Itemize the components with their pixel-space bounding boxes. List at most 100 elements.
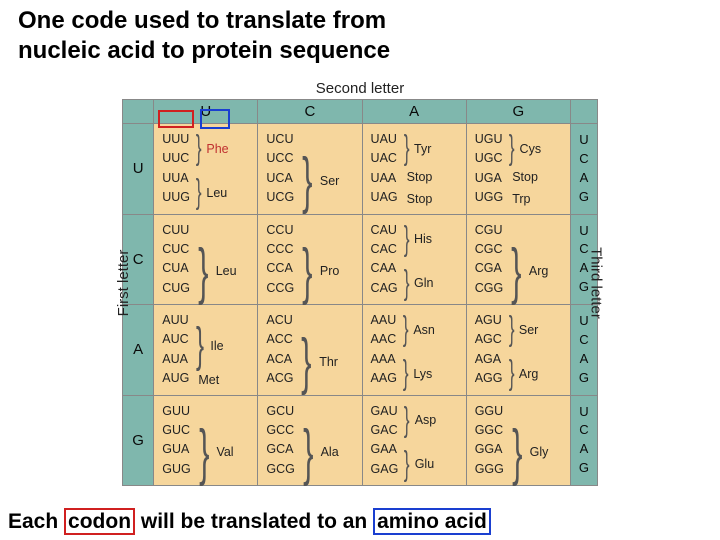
- bracket-icon: }: [403, 318, 409, 342]
- third-letter: A: [571, 440, 597, 459]
- amino-acid-name: Met: [198, 373, 219, 387]
- codon: UUU: [162, 130, 190, 149]
- third-letter: C: [571, 421, 597, 440]
- codon-list: GCUGCCGCAGCG: [258, 396, 297, 486]
- amino-acid-label: Stop: [407, 170, 433, 184]
- amino-acid-label: }Pro: [297, 250, 339, 293]
- codon-list: AAUAACAAAAAG: [363, 305, 400, 395]
- bracket-icon: }: [509, 137, 515, 161]
- codon: UCU: [266, 130, 294, 149]
- col-header: A: [362, 100, 466, 124]
- amino-acid-name: Gly: [530, 445, 549, 459]
- codon-cell: UCUUCCUCAUCG}Ser: [258, 124, 362, 215]
- amino-acid-column: }Asp}Glu: [401, 396, 465, 486]
- amino-acid-column: } Asn }Lys: [400, 305, 466, 395]
- codon: CGG: [475, 279, 503, 298]
- amino-acid-label: }Phe: [193, 137, 229, 161]
- codon: UGU: [475, 130, 503, 149]
- codon: ACA: [266, 350, 293, 369]
- codon-list: ACUACCACAACG: [258, 305, 296, 395]
- codon: AGC: [475, 330, 503, 349]
- codon-list: CUUCUCCUACUG: [154, 215, 193, 305]
- codon: UGA: [475, 169, 503, 188]
- codon: AAG: [371, 369, 397, 388]
- third-letter-cell: UCAG: [570, 124, 597, 215]
- amino-acid-name: Leu: [216, 264, 237, 278]
- codon: GAC: [371, 421, 399, 440]
- third-letter: G: [571, 369, 597, 388]
- codon: CAA: [371, 259, 398, 278]
- codon: UAG: [371, 188, 398, 207]
- third-letter: G: [571, 459, 597, 478]
- codon: GCG: [266, 460, 294, 479]
- codon: GGC: [475, 421, 504, 440]
- third-letter: C: [571, 331, 597, 350]
- amino-acid-name: Asn: [413, 323, 435, 337]
- codon-cell: GAUGACGAAGAG}Asp}Glu: [362, 395, 466, 486]
- amino-acid-column: }Arg: [506, 215, 570, 305]
- codon: UUG: [162, 188, 190, 207]
- codon-list: CGUCGCCGACGG: [467, 215, 506, 305]
- bracket-icon: }: [403, 137, 409, 161]
- axis-label-left: First letter: [115, 250, 132, 317]
- amino-acid-label: }Arg: [506, 250, 548, 293]
- third-letter: A: [571, 350, 597, 369]
- axis-label-right: Third letter: [588, 247, 605, 319]
- bracket-icon: }: [404, 453, 410, 477]
- row-header: G: [123, 395, 154, 486]
- codon: CCC: [266, 240, 294, 259]
- bracket-icon: }: [511, 250, 521, 293]
- codon: UAU: [371, 130, 398, 149]
- codon-cell: AUUAUCAUAAUG}Ile Met: [154, 305, 258, 396]
- codon-list: UCUUCCUCAUCG: [258, 124, 297, 214]
- codon: UCG: [266, 188, 294, 207]
- codon-cell: GUUGUCGUAGUG}Val: [154, 395, 258, 486]
- codon-list: CAUCACCAACAG: [363, 215, 401, 305]
- amino-acid-column: }Thr: [296, 305, 361, 395]
- codon: CCA: [266, 259, 294, 278]
- codon-table-container: Second letter First letter Third letter …: [122, 80, 598, 486]
- third-letter: G: [571, 188, 597, 207]
- codon: UUA: [162, 169, 190, 188]
- codon-cell: UGUUGCUGAUGG}CysStopTrp: [466, 124, 570, 215]
- amino-acid-label: }Lys: [400, 362, 432, 386]
- amino-acid-name: Ala: [321, 445, 339, 459]
- codon: UAC: [371, 149, 398, 168]
- highlight-phe: [200, 109, 230, 129]
- col-header: G: [466, 100, 570, 124]
- bracket-icon: }: [302, 250, 312, 293]
- amino-acid-column: }Val: [194, 396, 258, 486]
- highlight-uuu: [158, 110, 194, 128]
- caption: Each codon will be translated to an amin…: [8, 510, 491, 534]
- amino-acid-label: }Glu: [401, 453, 434, 477]
- amino-acid-label: }Leu: [193, 181, 227, 205]
- bracket-icon: }: [403, 272, 409, 296]
- codon: AUU: [162, 311, 189, 330]
- amino-acid-name: Thr: [319, 355, 338, 369]
- codon: GGA: [475, 440, 504, 459]
- codon: AGG: [475, 369, 503, 388]
- codon-cell: GCUGCCGCAGCG}Ala: [258, 395, 362, 486]
- amino-acid-column: }Gly: [507, 396, 570, 486]
- codon: GGG: [475, 460, 504, 479]
- col-header: C: [258, 100, 362, 124]
- codon: ACC: [266, 330, 293, 349]
- row-header: A: [123, 305, 154, 396]
- codon: GGU: [475, 402, 504, 421]
- codon-cell: UUUUUCUUAUUG}Phe}Leu: [154, 124, 258, 215]
- third-letter-cell: UCAG: [570, 395, 597, 486]
- amino-acid-label: }Gln: [401, 272, 434, 296]
- codon: GCC: [266, 421, 294, 440]
- third-letter: U: [571, 131, 597, 150]
- codon-list: GAUGACGAAGAG: [363, 396, 402, 486]
- codon-list: AUUAUCAUAAUG: [154, 305, 192, 395]
- codon: UGC: [475, 149, 503, 168]
- codon: CUA: [162, 259, 190, 278]
- amino-acid-name: Cys: [520, 142, 542, 156]
- amino-acid-label: }Ile: [192, 329, 223, 363]
- codon-list: UGUUGCUGAUGG: [467, 124, 506, 214]
- bracket-icon: }: [508, 362, 514, 386]
- table-row: UUUUUUCUUAUUG}Phe}LeuUCUUCCUCAUCG}SerUAU…: [123, 124, 598, 215]
- codon: GUC: [162, 421, 190, 440]
- codon: GAG: [371, 460, 399, 479]
